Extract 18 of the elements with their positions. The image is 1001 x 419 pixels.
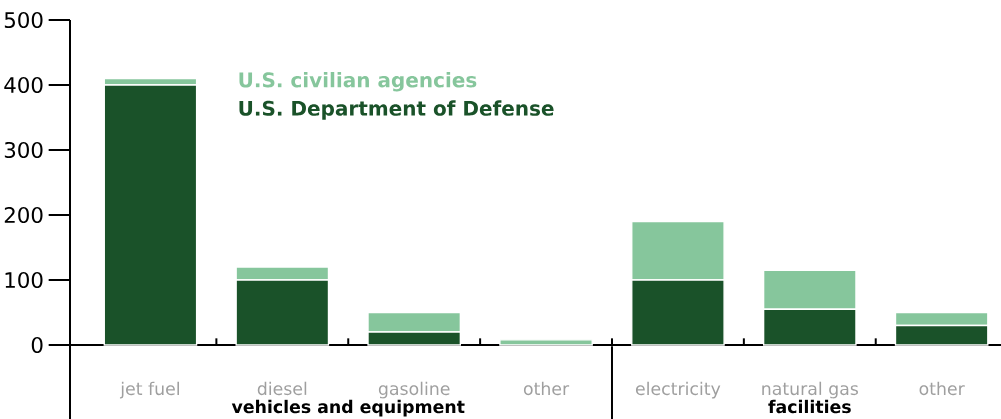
bar	[499, 339, 593, 346]
y-tick-label: 400	[4, 76, 43, 94]
text: facilities	[768, 399, 851, 414]
y-tick-label: 300	[4, 141, 43, 159]
x-tick-label: electricity	[635, 381, 721, 399]
text: vehicles and equipment	[231, 399, 465, 417]
x-tick-label: natural gas	[762, 381, 858, 399]
x-tick-label: jet fuel	[119, 381, 179, 399]
y-tick-label: 0	[31, 336, 43, 354]
x-tick-label: gasoline	[378, 381, 450, 399]
y-tick-label: 200	[4, 206, 43, 224]
text: U.S. Department of Defense	[239, 100, 554, 120]
y-tick-label: 100	[5, 271, 43, 289]
text: U.S. civilian agencies	[239, 72, 477, 92]
x-tick-label: other	[523, 381, 570, 396]
y-tick-label: 500	[4, 11, 43, 29]
x-tick-label: diesel	[257, 381, 307, 396]
x-tick-label: other	[919, 381, 965, 396]
